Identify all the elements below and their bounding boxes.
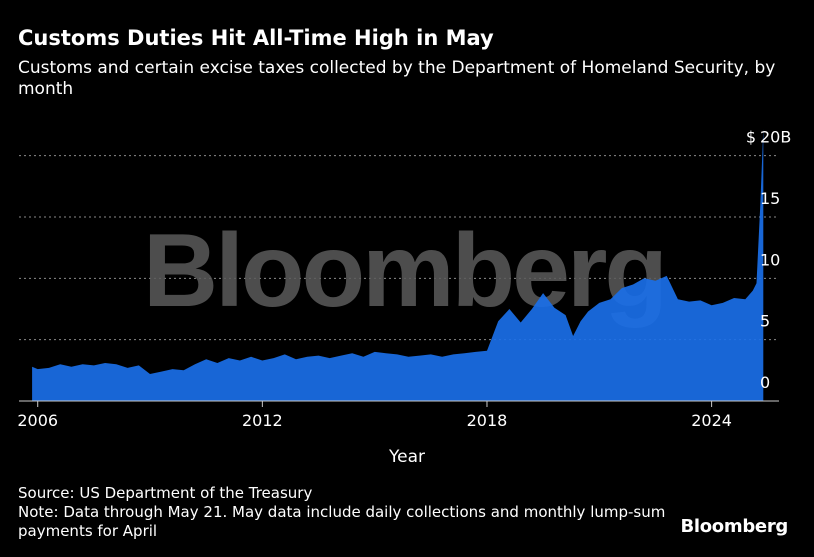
x-tick-label: 2018 <box>467 411 508 430</box>
watermark: Bloomberg <box>143 213 665 329</box>
source-note: Source: US Department of the Treasury <box>18 484 313 502</box>
y-tick-label: 15 <box>760 189 780 208</box>
x-tick-label: 2012 <box>242 411 283 430</box>
series-area <box>32 128 764 401</box>
x-axis-label: Year <box>388 447 425 467</box>
chart-subtitle: Customs and certain excise taxes collect… <box>18 58 776 99</box>
footer: Source: US Department of the Treasury No… <box>18 484 678 541</box>
chart-title: Customs Duties Hit All-Time High in May <box>18 26 494 50</box>
y-tick-label: 10 <box>760 250 780 269</box>
bloomberg-logo: Bloomberg <box>680 516 788 537</box>
y-tick-label: 5 <box>760 312 770 331</box>
y-tick-label: 0 <box>760 373 770 392</box>
x-tick-label: 2024 <box>691 411 732 430</box>
gridlines <box>19 155 779 341</box>
y-tick-label: 20B <box>760 128 791 147</box>
tick-labels: 0 5 10 15 20B$2006 2012 2018 2024 <box>17 128 791 430</box>
x-tick-label: 2006 <box>17 411 58 430</box>
data-note: Note: Data through May 21. May data incl… <box>18 503 666 540</box>
y-unit-label: $ <box>746 128 756 147</box>
